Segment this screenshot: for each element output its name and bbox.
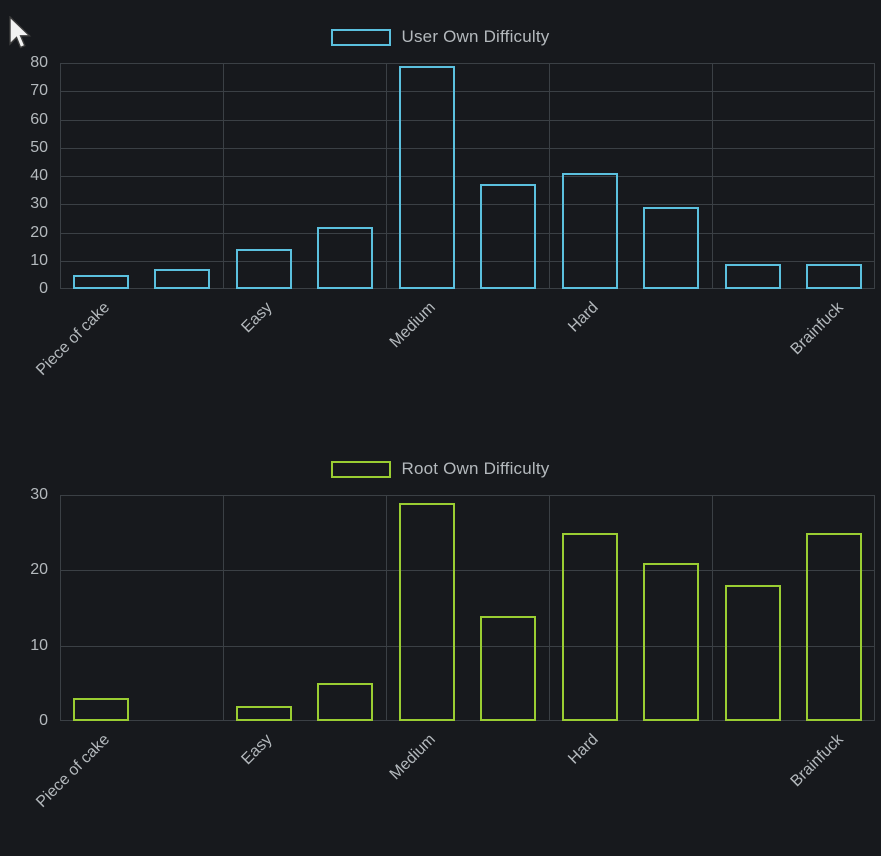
grid-line-horizontal <box>60 232 875 234</box>
x-axis-label: Medium <box>386 299 439 352</box>
y-axis: 0 10 20 30 40 50 60 70 80 <box>0 54 48 297</box>
x-axis-label: Easy <box>238 299 276 337</box>
bar <box>806 532 863 721</box>
y-axis-tick-label: 10 <box>30 251 48 269</box>
bar <box>724 585 781 721</box>
x-axis-label: Hard <box>565 299 602 336</box>
x-axis-label: Piece of cake <box>32 299 113 379</box>
grid-line-vertical <box>386 495 387 721</box>
grid-line-horizontal <box>60 147 875 149</box>
legend-root-own-difficulty[interactable]: Root Own Difficulty <box>0 458 881 480</box>
plot-row: 0 10 20 30 <box>0 486 881 729</box>
bar <box>235 705 292 721</box>
grid-line-horizontal <box>60 645 875 647</box>
legend-label: User Own Difficulty <box>401 27 550 46</box>
y-axis-tick-label: 30 <box>30 486 48 503</box>
bar <box>398 65 455 289</box>
y-axis-tick-label: 0 <box>39 712 48 729</box>
grid-line-vertical <box>712 495 713 721</box>
legend-marker-outline <box>331 28 392 46</box>
legend-label: Root Own Difficulty <box>401 459 550 478</box>
plot-area <box>60 495 875 721</box>
root-own-difficulty-chart: Root Own Difficulty 0 10 20 30 Piece of cak… <box>0 458 881 853</box>
legend-user-own-difficulty[interactable]: User Own Difficulty <box>0 26 881 48</box>
bar <box>480 615 537 721</box>
y-axis-tick-label: 60 <box>30 110 48 128</box>
grid-line-vertical <box>874 63 875 289</box>
grid-line-vertical <box>223 495 224 721</box>
bar <box>561 173 618 289</box>
grid-line-vertical <box>549 495 550 721</box>
x-axis: Piece of cake Easy Medium Hard Brainfuck <box>33 721 875 853</box>
y-axis-tick-label: 20 <box>30 561 48 579</box>
bar <box>154 269 211 289</box>
bar <box>72 274 129 289</box>
x-axis-label: Easy <box>238 731 276 769</box>
bar <box>561 532 618 721</box>
plot-row: 0 10 20 30 40 50 60 70 80 <box>0 54 881 297</box>
grid-line-vertical <box>874 495 875 721</box>
x-axis-label: Hard <box>565 731 602 768</box>
grid-line-horizontal <box>60 204 875 206</box>
x-axis-label: Brainfuck <box>787 731 847 791</box>
x-axis-label: Piece of cake <box>32 731 113 811</box>
y-axis-tick-label: 30 <box>30 195 48 213</box>
bar <box>724 263 781 289</box>
grid-line-horizontal <box>60 260 875 262</box>
bar <box>806 263 863 289</box>
y-axis-tick-label: 80 <box>30 54 48 71</box>
grid-line-vertical <box>223 63 224 289</box>
y-axis: 0 10 20 30 <box>0 486 48 729</box>
y-axis-tick-label: 40 <box>30 167 48 184</box>
y-axis-tick-label: 50 <box>30 138 48 156</box>
grid-line-horizontal <box>60 570 875 572</box>
bar <box>398 502 455 721</box>
y-axis-tick-label: 70 <box>30 82 48 100</box>
bar <box>643 562 700 721</box>
grid-line-vertical <box>712 63 713 289</box>
bar <box>317 226 374 289</box>
grid-line-horizontal <box>60 91 875 93</box>
mouse-cursor-icon <box>9 16 32 49</box>
bar <box>317 683 374 721</box>
grid-line-horizontal <box>60 119 875 121</box>
y-axis-tick-label: 10 <box>30 636 48 654</box>
x-axis-label: Brainfuck <box>787 299 847 359</box>
user-own-difficulty-chart: User Own Difficulty 0 10 20 30 40 50 60 70 80 Pi… <box>0 26 881 421</box>
grid-line-horizontal <box>60 63 875 64</box>
grid-line-vertical <box>60 63 61 289</box>
x-axis: Piece of cake Easy Medium Hard Brainfuck <box>33 289 875 421</box>
bar <box>235 249 292 289</box>
grid-line-horizontal <box>60 288 875 289</box>
grid-line-horizontal <box>60 176 875 177</box>
x-axis-label: Medium <box>386 731 439 784</box>
grid-line-vertical <box>549 63 550 289</box>
grid-line-horizontal <box>60 720 875 721</box>
bar <box>480 184 537 289</box>
grid-line-vertical <box>386 63 387 289</box>
bar <box>72 698 129 721</box>
y-axis-tick-label: 20 <box>30 223 48 241</box>
grid-line-horizontal <box>60 495 875 496</box>
bar <box>643 207 700 289</box>
y-axis-tick-label: 0 <box>39 280 48 297</box>
plot-area <box>60 63 875 289</box>
legend-marker-outline <box>331 460 392 478</box>
grid-line-vertical <box>60 495 61 721</box>
